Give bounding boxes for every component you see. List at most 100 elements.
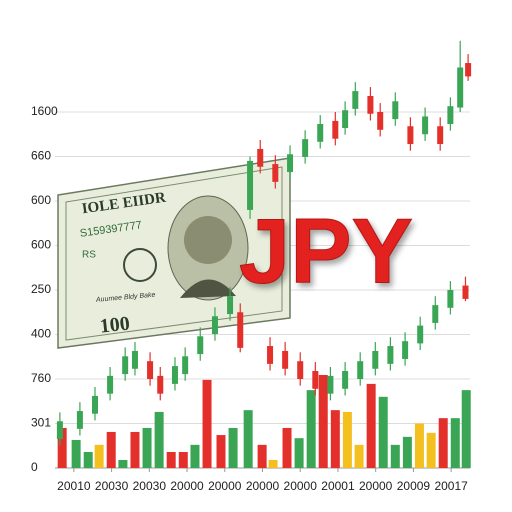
seal [123, 248, 157, 282]
volume-bar [130, 431, 140, 468]
candle-body [332, 120, 339, 139]
candle-body [122, 356, 129, 375]
volume-bar [118, 459, 128, 468]
candle-body [247, 160, 254, 210]
candle-body [342, 370, 349, 389]
volume-bar [438, 418, 448, 468]
y-tick-label: 600 [31, 193, 51, 207]
x-tick-label: 20000 [208, 479, 242, 493]
candle-body [157, 375, 164, 394]
candle-body [227, 296, 234, 315]
candle-body [56, 421, 63, 440]
candle-body [447, 290, 454, 308]
volume-bar [366, 383, 376, 468]
banknote-code: RS [82, 250, 96, 261]
volume-bar [57, 427, 67, 468]
candle-body [327, 375, 334, 394]
x-tick-label: 20009 [397, 479, 431, 493]
candle-body [182, 356, 189, 375]
candle-body [171, 366, 178, 384]
portrait [184, 216, 232, 264]
candle-body [131, 350, 138, 369]
candle-body [312, 370, 319, 389]
y-tick-label: 0 [31, 460, 38, 474]
volume-bar [71, 439, 81, 468]
candle-body [272, 164, 279, 182]
candle-body [447, 106, 454, 125]
candle-body [287, 154, 294, 173]
candle-body [392, 101, 399, 120]
candle-body [197, 336, 204, 355]
y-tick-label: 660 [31, 149, 51, 163]
volume-bar [94, 444, 104, 468]
y-tick-label: 760 [31, 371, 51, 385]
candle-body [147, 361, 154, 379]
volume-bar [402, 436, 412, 468]
candle-body [267, 346, 274, 364]
candle-body [342, 110, 349, 129]
x-tick-label: 20000 [359, 479, 393, 493]
chart-title: JPY [239, 200, 413, 302]
candle-body [357, 361, 364, 379]
candle-body [76, 411, 83, 429]
candle-body [297, 361, 304, 379]
volume-bar [142, 427, 152, 468]
candle-body [402, 341, 409, 359]
x-tick-label: 20030 [133, 479, 167, 493]
candle-body [211, 316, 218, 335]
volume-bar [378, 396, 388, 468]
volume-bar [243, 410, 253, 468]
banknote-denomination: 100 [99, 313, 131, 338]
candle-body [437, 126, 444, 145]
candles [56, 40, 472, 446]
candle-body [107, 375, 114, 394]
y-tick-label: 600 [31, 238, 51, 252]
volume-bar [294, 438, 304, 468]
candle-body [407, 126, 414, 145]
y-tick-label: 1600 [31, 104, 58, 118]
candle-body [387, 346, 394, 364]
volume-bar [354, 444, 364, 468]
x-tick-label: 20000 [170, 479, 204, 493]
y-tick-label: 400 [31, 327, 51, 341]
volume-bar [257, 444, 267, 468]
volume-bar [426, 432, 436, 468]
x-tick-label: 20001 [321, 479, 355, 493]
volume-bar [318, 374, 328, 468]
volume-bar [390, 444, 400, 468]
candle-body [257, 148, 264, 167]
candle-body [462, 285, 469, 299]
volume-bar [282, 427, 292, 468]
candle-body [91, 395, 98, 414]
candle-body [417, 325, 424, 344]
x-tick-label: 20000 [246, 479, 280, 493]
candle-body [302, 139, 309, 157]
banknote-border [65, 166, 283, 341]
candle-body [237, 312, 244, 348]
volume-bar [342, 411, 352, 468]
volume-bar [202, 379, 212, 468]
volume-bar [414, 423, 424, 468]
candle-body [317, 124, 324, 142]
x-tick-label: 20010 [57, 479, 91, 493]
x-tick-label: 20030 [95, 479, 129, 493]
volume-bar [228, 427, 238, 468]
candle-body [457, 67, 464, 108]
candle-body [422, 116, 429, 135]
candle-body [282, 350, 289, 369]
candle-body [377, 112, 384, 130]
y-tick-label: 301 [31, 416, 51, 430]
candle-body [352, 91, 359, 109]
volume-bar [83, 451, 93, 468]
volume-bar [190, 444, 200, 468]
x-tick-label: 20017 [434, 479, 468, 493]
candle-body [367, 95, 374, 114]
volume-bar [330, 410, 340, 468]
volume-bar [106, 431, 116, 468]
volume-bar [450, 418, 460, 468]
candle-body [372, 350, 379, 369]
y-tick-label: 250 [31, 282, 51, 296]
volume-bar [268, 459, 278, 468]
portrait-coat [180, 279, 236, 298]
